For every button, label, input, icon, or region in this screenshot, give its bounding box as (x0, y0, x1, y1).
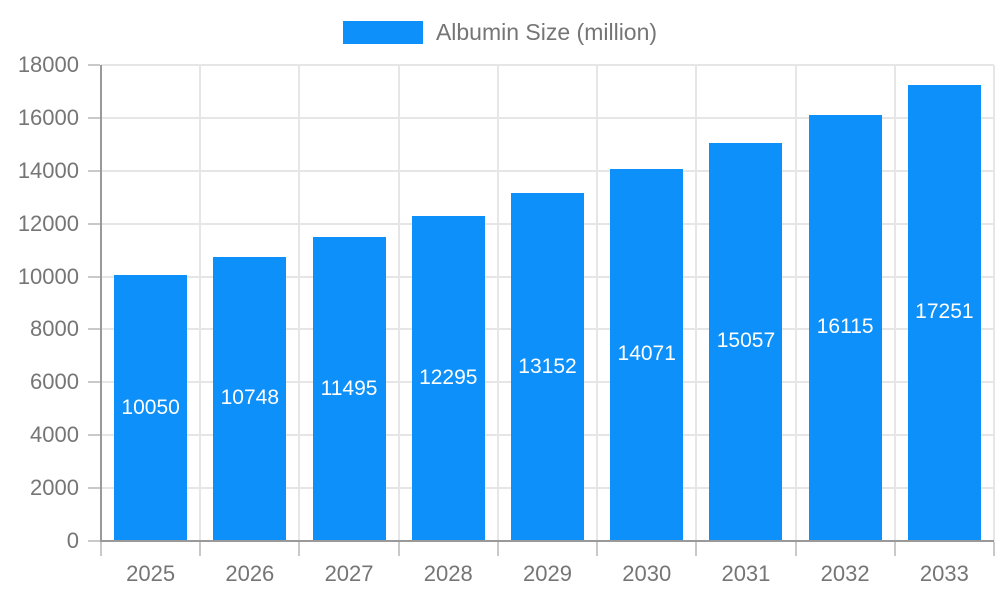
y-axis-label: 12000 (17, 210, 79, 236)
gridline-vertical (596, 65, 599, 541)
legend-swatch (342, 21, 423, 44)
y-axis-tick (88, 487, 100, 490)
x-axis-label: 2032 (820, 561, 870, 586)
gridline-vertical (993, 65, 995, 541)
y-axis-tick (88, 222, 100, 225)
y-axis-tick (88, 275, 100, 278)
bar-value-label: 15057 (716, 329, 776, 353)
y-axis-tick (88, 540, 100, 542)
gridline-vertical (298, 65, 301, 541)
bar-value-label: 10050 (121, 395, 180, 419)
bar: 10050 (114, 275, 188, 540)
y-axis-label: 16000 (17, 104, 79, 130)
y-axis-label: 10000 (17, 263, 79, 289)
x-axis-label: 2029 (523, 561, 572, 586)
y-axis-tick (88, 64, 100, 66)
x-axis-tick (993, 542, 995, 556)
bar: 15057 (709, 142, 783, 540)
y-axis-label: 14000 (17, 157, 79, 183)
x-axis-tick (893, 542, 896, 556)
bar: 16115 (808, 114, 882, 540)
legend-label: Albumin Size (million) (435, 19, 658, 45)
gridline-vertical (199, 65, 202, 541)
x-axis-tick (794, 542, 797, 556)
x-axis-tick (397, 542, 400, 556)
y-axis-tick (88, 169, 100, 172)
gridline-vertical (893, 65, 896, 541)
legend: Albumin Size (million) (0, 20, 1000, 45)
y-axis-label: 2000 (30, 475, 79, 501)
gridline-horizontal (101, 169, 994, 172)
y-axis-tick (88, 381, 100, 384)
bar-value-label: 17251 (915, 300, 974, 324)
y-axis-label: 0 (66, 528, 79, 553)
bar-value-label: 13152 (518, 354, 577, 378)
x-axis-tick (695, 542, 698, 556)
bar: 14071 (610, 168, 684, 540)
bar: 12295 (411, 215, 485, 540)
x-axis-tick (298, 542, 301, 556)
y-axis-label: 6000 (30, 369, 79, 395)
x-axis-label: 2025 (126, 561, 176, 586)
x-axis-tick (596, 542, 599, 556)
bar-value-label: 11495 (320, 376, 378, 400)
x-axis-line (100, 540, 994, 542)
x-axis-label: 2027 (324, 561, 374, 586)
bar-value-label: 16115 (816, 315, 874, 339)
y-axis-tick (88, 328, 100, 331)
y-axis-tick (88, 116, 100, 119)
x-axis-tick (199, 542, 202, 556)
bar: 10748 (213, 256, 287, 540)
x-axis-label: 2026 (225, 561, 275, 586)
x-axis-label: 2028 (423, 561, 473, 586)
y-axis-label: 18000 (17, 52, 79, 77)
y-axis-line (100, 65, 102, 542)
bar-value-label: 10748 (220, 386, 280, 410)
gridline-horizontal (101, 64, 994, 66)
bar: 13152 (511, 193, 584, 540)
y-axis-tick (88, 434, 100, 437)
bar: 17251 (907, 84, 981, 540)
bar-value-label: 12295 (419, 365, 478, 389)
gridline-horizontal (101, 116, 994, 119)
gridline-vertical (496, 65, 499, 541)
y-axis-label: 4000 (30, 422, 79, 448)
gridline-vertical (794, 65, 797, 541)
x-axis-tick (100, 542, 102, 556)
bar-value-label: 14071 (617, 342, 676, 366)
gridline-vertical (397, 65, 400, 541)
x-axis-label: 2031 (721, 561, 771, 586)
x-axis-label: 2033 (919, 561, 969, 586)
bar: 11495 (312, 237, 386, 540)
gridline-vertical (695, 65, 698, 541)
x-axis-tick (496, 542, 499, 556)
x-axis-label: 2030 (622, 561, 672, 586)
y-axis-label: 8000 (30, 316, 79, 342)
